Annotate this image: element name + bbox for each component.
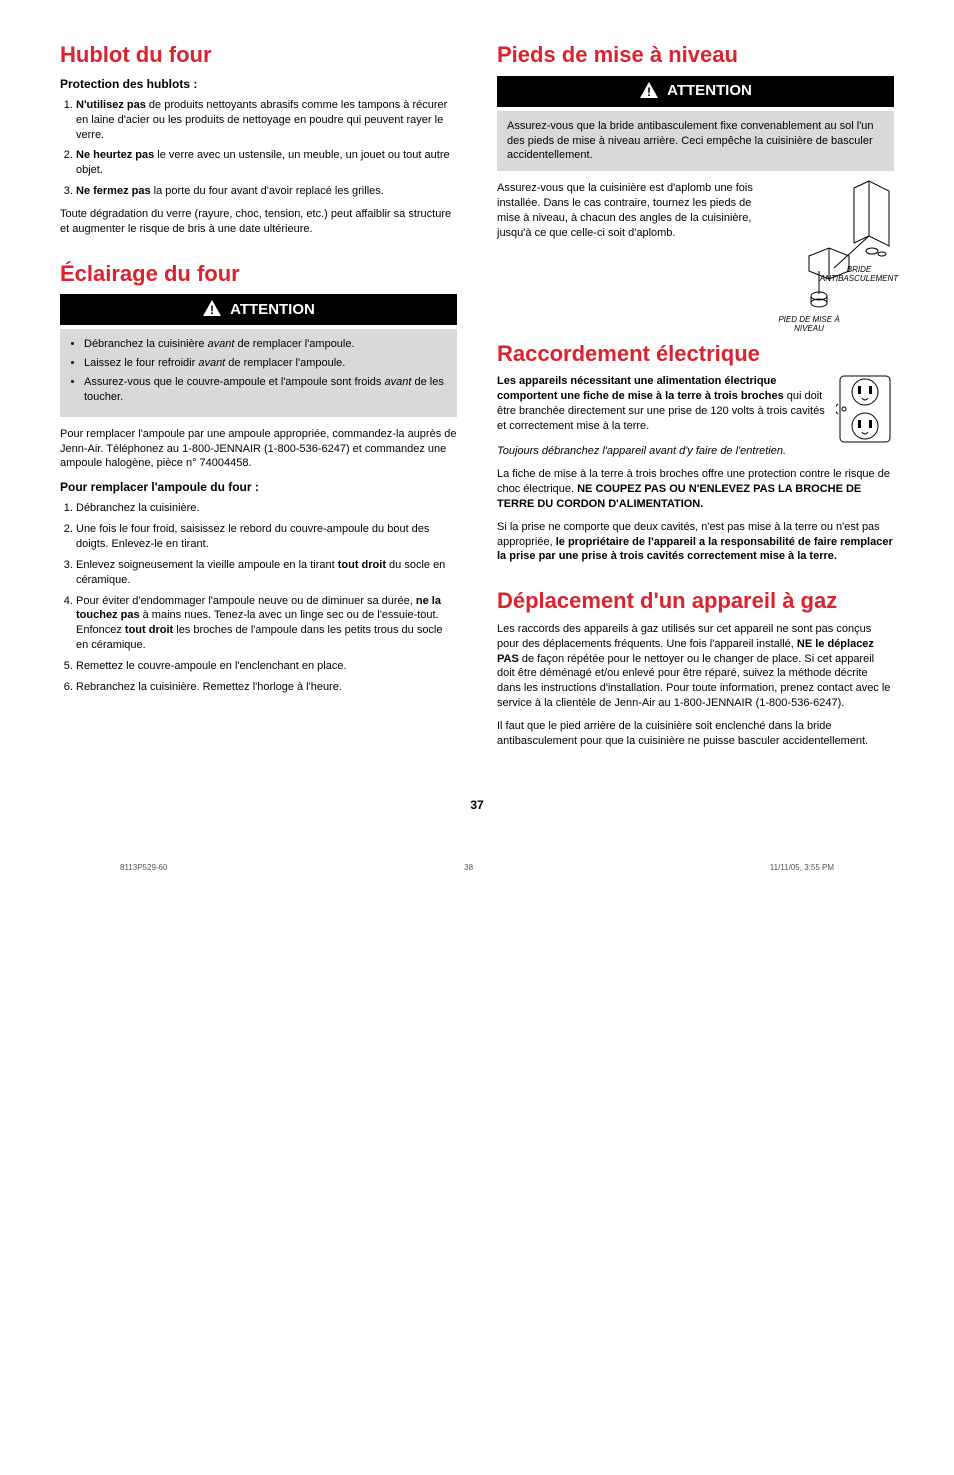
remplacer-subheading: Pour remplacer l'ampoule du four :: [60, 479, 457, 495]
outlet-diagram: [836, 374, 894, 444]
bullet-em: avant: [208, 338, 235, 350]
raccord-italic-text: Toujours débranchez l'appareil avant d'y…: [497, 445, 786, 457]
bullet-pre: Débranchez la cuisinière: [84, 338, 208, 350]
item-bold2: tout droit: [125, 624, 173, 636]
list-item: Enlevez soigneusement la vieille ampoule…: [76, 558, 457, 588]
attention-box: Assurez-vous que la bride antibasculemen…: [497, 111, 894, 172]
raccord-italic: Toujours débranchez l'appareil avant d'y…: [497, 444, 894, 459]
anti-tip-bracket-diagram: [774, 176, 904, 326]
protection-list: N'utilisez pas de produits nettoyants ab…: [60, 98, 457, 199]
lead-bold: Ne fermez pas: [76, 185, 151, 197]
right-column: Pieds de mise à niveau ! ATTENTION Assur…: [497, 40, 894, 757]
pieds-paragraph: Assurez-vous que la cuisinière est d'apl…: [497, 181, 775, 240]
list-item: Laissez le four refroidir avant de rempl…: [84, 356, 447, 371]
raccord-p1: Les appareils nécessitant une alimentati…: [497, 374, 894, 433]
list-item: Rebranchez la cuisinière. Remettez l'hor…: [76, 680, 457, 695]
raccord-block: Les appareils nécessitant une alimentati…: [497, 374, 894, 444]
eclairage-heading: Éclairage du four: [60, 259, 457, 289]
footer-mid: 38: [464, 863, 473, 874]
attention-box: Débranchez la cuisinière avant de rempla…: [60, 329, 457, 416]
bullet-post: de remplacer l'ampoule.: [225, 357, 345, 369]
raccord-bold: Les appareils nécessitant une alimentati…: [497, 375, 784, 402]
list-item: Ne heurtez pas le verre avec un ustensil…: [76, 148, 457, 178]
item-pre: Pour éviter d'endommager l'ampoule neuve…: [76, 595, 416, 607]
list-item: Ne fermez pas la porte du four avant d'a…: [76, 184, 457, 199]
bullet-pre: Assurez-vous que le couvre-ampoule et l'…: [84, 376, 384, 388]
protection-subheading: Protection des hublots :: [60, 76, 457, 92]
diagram-label-pied: PIED DE MISE À NIVEAU: [769, 316, 849, 334]
footer: 8113P529-60 38 11/11/05, 3:55 PM: [60, 863, 894, 874]
attention-bar: ! ATTENTION: [60, 294, 457, 325]
lead-bold: Ne heurtez pas: [76, 149, 154, 161]
protection-note: Toute dégradation du verre (rayure, choc…: [60, 207, 457, 237]
raccord-p2: La fiche de mise à la terre à trois broc…: [497, 467, 894, 512]
list-item: Assurez-vous que le couvre-ampoule et l'…: [84, 375, 447, 405]
lead-bold: N'utilisez pas: [76, 99, 146, 111]
list-item: Remettez le couvre-ampoule en l'enclench…: [76, 659, 457, 674]
list-item: Pour éviter d'endommager l'ampoule neuve…: [76, 594, 457, 653]
pieds-paragraph-wrap: Assurez-vous que la cuisinière est d'apl…: [497, 181, 894, 240]
item-text: la porte du four avant d'avoir replacé l…: [151, 185, 384, 197]
list-item: N'utilisez pas de produits nettoyants ab…: [76, 98, 457, 143]
raccord-heading: Raccordement électrique: [497, 339, 894, 369]
bullet-post: de remplacer l'ampoule.: [234, 338, 354, 350]
warning-icon: !: [639, 81, 659, 102]
item-bold: tout droit: [338, 559, 386, 571]
list-item: Une fois le four froid, saisissez le reb…: [76, 522, 457, 552]
left-column: Hublot du four Protection des hublots : …: [60, 40, 457, 757]
page-content: Hublot du four Protection des hublots : …: [60, 40, 894, 757]
footer-left: 8113P529-60: [120, 863, 167, 874]
pieds-heading: Pieds de mise à niveau: [497, 40, 894, 70]
attention-label: ATTENTION: [667, 81, 752, 101]
p3-bold: le propriétaire de l'appareil a la respo…: [497, 536, 893, 563]
svg-text:!: !: [647, 85, 651, 99]
bullet-em: avant: [198, 357, 225, 369]
deplace-p1: Les raccords des appareils à gaz utilisé…: [497, 622, 894, 711]
bullet-pre: Laissez le four refroidir: [84, 357, 198, 369]
item-pre: Enlevez soigneusement la vieille ampoule…: [76, 559, 338, 571]
raccord-p3: Si la prise ne comporte que deux cavités…: [497, 520, 894, 565]
footer-right: 11/11/05, 3:55 PM: [770, 863, 834, 874]
attention-bullets: Débranchez la cuisinière avant de rempla…: [70, 337, 447, 404]
page-number: 37: [60, 797, 894, 813]
deplace-p2: Il faut que le pied arrière de la cuisin…: [497, 719, 894, 749]
list-item: Débranchez la cuisinière.: [76, 501, 457, 516]
remplacer-list: Débranchez la cuisinière. Une fois le fo…: [60, 501, 457, 694]
svg-text:!: !: [210, 303, 214, 317]
bullet-em: avant: [384, 376, 411, 388]
deplace-heading: Déplacement d'un appareil à gaz: [497, 586, 894, 616]
diagram-label-bride: BRIDE ANTIBASCULEMENT: [814, 266, 904, 284]
attention-label: ATTENTION: [230, 300, 315, 320]
attention-bar: ! ATTENTION: [497, 76, 894, 107]
list-item: Débranchez la cuisinière avant de rempla…: [84, 337, 447, 352]
eclairage-paragraph: Pour remplacer l'ampoule par une ampoule…: [60, 427, 457, 472]
dp1-post: de façon répétée pour le nettoyer ou le …: [497, 653, 890, 710]
hublot-heading: Hublot du four: [60, 40, 457, 70]
warning-icon: !: [202, 299, 222, 320]
